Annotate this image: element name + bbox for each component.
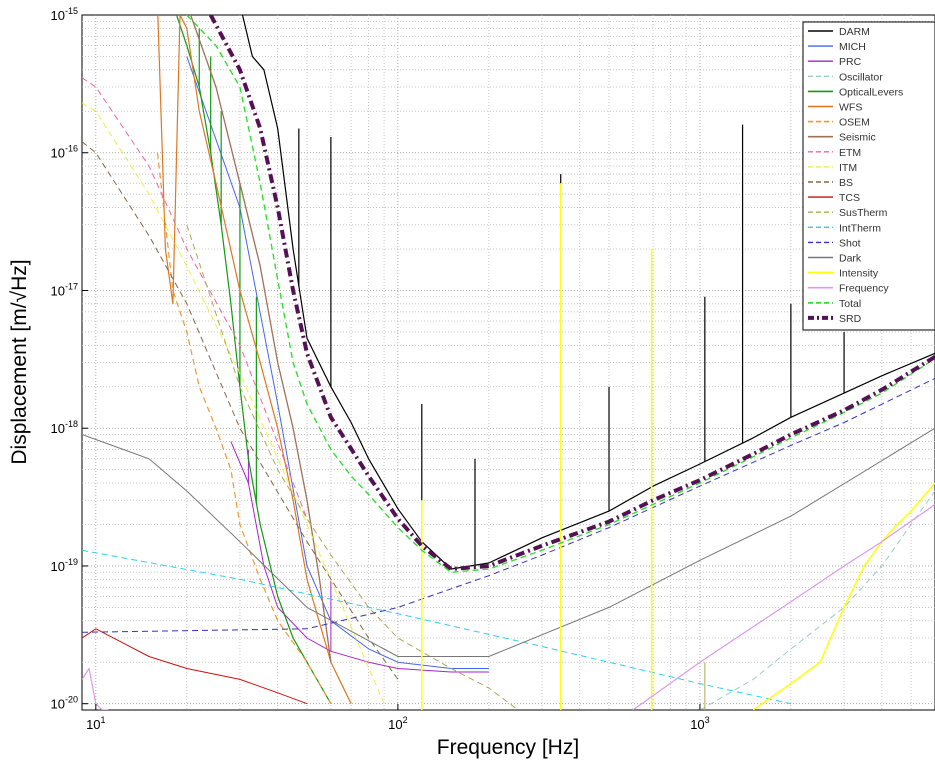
legend-label-sustherm: SusTherm [839,207,888,219]
x-axis-label: Frequency [Hz] [437,736,579,759]
y-tick-exponent: -16 [65,144,78,154]
series-sustherm-line [186,224,519,710]
series-itm-line [82,102,385,704]
y-tick-base: 10 [51,146,65,161]
series-etm-line [82,77,308,519]
legend-label-opticallevers: OpticalLevers [839,86,903,98]
series-tcs-line [82,628,308,705]
y-tick-label: 10-20 [51,695,78,712]
legend-label-srd: SRD [839,313,862,325]
y-tick-base: 10 [51,421,65,436]
legend-label-mich: MICH [839,41,866,53]
y-tick-label: 10-17 [51,281,78,298]
y-tick-base: 10 [51,697,65,712]
x-axis-ticks: 101 102 103 [86,704,710,732]
legend-label-etm: ETM [839,147,861,159]
y-tick-exponent: -15 [65,6,78,16]
series-wfs-line [157,15,352,704]
series-dark-line [82,427,935,657]
series-prc-line [230,441,489,673]
legend-label-seismic: Seismic [839,132,876,144]
legend-label-intensity: Intensity [839,268,879,280]
x-tick-exponent: 1 [101,715,106,725]
series-total-line [186,15,935,573]
y-tick-label: 10-19 [51,557,78,574]
legend-label-darm: DARM [839,26,870,38]
y-tick-exponent: -19 [65,557,78,567]
x-tick-label: 102 [388,715,407,732]
y-tick-base: 10 [51,8,65,23]
x-tick-label: 101 [86,715,105,732]
series-oscillator-line [699,490,935,710]
y-tick-base: 10 [51,559,65,574]
y-tick-label: 10-18 [51,419,78,436]
series-layer [82,15,935,710]
series-shot-line [82,377,935,633]
y-tick-exponent: -17 [65,281,78,291]
legend-box [802,21,935,331]
y-tick-label: 10-15 [51,6,78,23]
x-tick-base: 10 [388,717,402,732]
x-tick-exponent: 2 [403,715,408,725]
series-srd-line [208,15,935,571]
series-frequency-line-segment [632,503,935,710]
legend-label-frequency: Frequency [839,283,889,295]
series-inttherm-line [82,549,792,705]
legend-label-tcs: TCS [839,192,860,204]
series-intensity-line [752,482,935,710]
legend-label-prc: PRC [839,56,862,68]
x-tick-exponent: 3 [705,715,710,725]
series-seismic-line [189,15,332,663]
series-osem-line [156,152,332,704]
y-tick-label: 10-16 [51,144,78,161]
y-tick-exponent: -18 [65,419,78,429]
x-tick-base: 10 [690,717,704,732]
x-tick-label: 103 [690,715,709,732]
legend: DARM MICH PRC Oscillator OpticalLevers WFS OSE… [802,21,935,331]
x-tick-base: 10 [86,717,100,732]
series-frequency-line [82,667,109,710]
y-axis-label: Displacement [m/√Hz] [8,259,31,464]
legend-label-wfs: WFS [839,102,862,114]
legend-label-oscillator: Oscillator [839,71,883,83]
y-tick-exponent: -20 [65,695,78,705]
y-tick-base: 10 [51,283,65,298]
legend-label-total: Total [839,298,861,310]
legend-label-bs: BS [839,177,853,189]
legend-label-dark: Dark [839,253,862,265]
series-bs-line [82,141,399,680]
legend-label-inttherm: IntTherm [839,222,881,234]
legend-label-shot: Shot [839,237,861,249]
legend-label-osem: OSEM [839,117,870,129]
legend-label-itm: ITM [839,162,857,174]
